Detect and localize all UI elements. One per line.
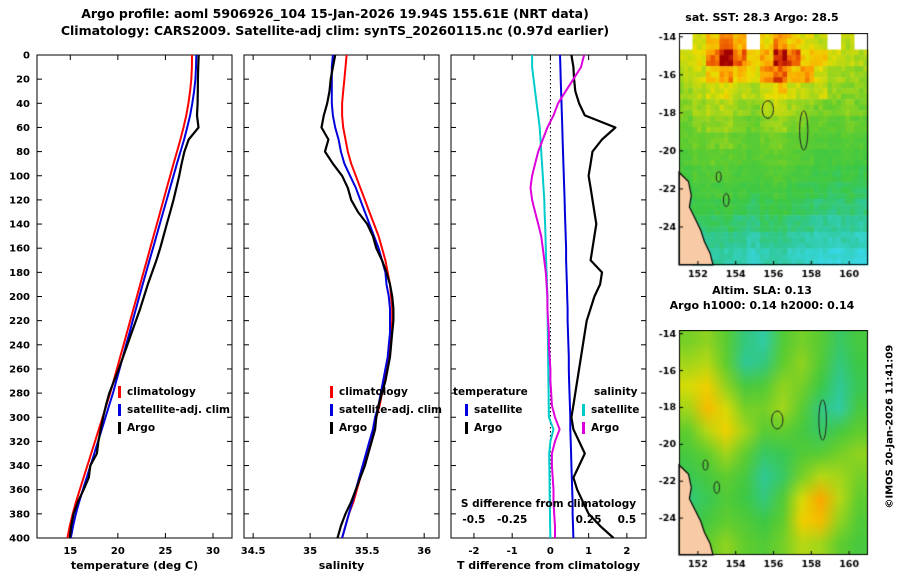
legend-label-argo: Argo xyxy=(339,422,368,434)
legend-row: Argo xyxy=(582,419,639,437)
svg-text:35.5: 35.5 xyxy=(355,546,380,557)
legend-label-satellite: satellite-adj. clim xyxy=(127,404,230,416)
svg-text:260: 260 xyxy=(9,364,30,375)
svg-text:0: 0 xyxy=(547,546,554,557)
sst-map-title: sat. SST: 28.3 Argo: 28.5 xyxy=(685,11,839,24)
legend-header-temperature: temperature xyxy=(453,386,528,398)
svg-text:30: 30 xyxy=(206,546,220,557)
argo-line-marker xyxy=(118,422,121,434)
figure-title: Argo profile: aoml 5906926_104 15-Jan-20… xyxy=(20,5,650,39)
legend-label-argo: Argo xyxy=(474,422,503,434)
svg-text:140: 140 xyxy=(9,220,30,231)
svg-text:160: 160 xyxy=(9,244,30,255)
s-axis-label: -0.5 xyxy=(462,514,486,526)
svg-text:36: 36 xyxy=(417,546,431,557)
satellite-line-marker xyxy=(330,404,333,416)
legend-header-salinity: salinity xyxy=(594,386,638,398)
legend-row: Argo xyxy=(118,419,230,437)
climatology-line-marker xyxy=(330,386,333,398)
sla-map xyxy=(653,330,869,573)
imos-credit: ©IMOS 20-Jan-2026 11:41:09 xyxy=(884,344,896,509)
legend-row: satellite xyxy=(453,401,528,419)
s-difference-note: S difference from climatology xyxy=(460,498,637,510)
svg-text:salinity: salinity xyxy=(319,559,365,572)
svg-text:20: 20 xyxy=(16,75,30,86)
temperature-legend: climatology satellite-adj. clim Argo xyxy=(118,383,230,437)
svg-text:15: 15 xyxy=(63,546,77,557)
svg-text:340: 340 xyxy=(9,461,30,472)
svg-text:200: 200 xyxy=(9,292,30,303)
legend-label-satellite: satellite xyxy=(591,404,640,416)
svg-text:180: 180 xyxy=(9,268,30,279)
legend-label-satellite: satellite xyxy=(474,404,523,416)
svg-text:2: 2 xyxy=(623,546,630,557)
svg-text:300: 300 xyxy=(9,413,30,424)
figure-title-line1: Argo profile: aoml 5906926_104 15-Jan-20… xyxy=(81,6,589,21)
svg-text:40: 40 xyxy=(16,99,30,110)
sla-map-title-line2: Argo h1000: 0.14 h2000: 0.14 xyxy=(669,299,855,312)
s-argo-line-marker xyxy=(582,422,585,434)
legend-row: Argo xyxy=(453,419,528,437)
svg-text:320: 320 xyxy=(9,437,30,448)
legend-label-climatology: climatology xyxy=(127,386,196,398)
svg-text:240: 240 xyxy=(9,340,30,351)
argo-line-marker xyxy=(330,422,333,434)
sst-map xyxy=(653,33,869,283)
s-axis-label: -0.25 xyxy=(497,514,528,526)
difference-legend-salinity: salinity satellite Argo xyxy=(582,383,639,437)
legend-row: satellite-adj. clim xyxy=(330,401,442,419)
svg-text:380: 380 xyxy=(9,509,30,520)
t-argo-line-marker xyxy=(465,422,468,434)
s-axis-label: 0.5 xyxy=(617,514,637,526)
legend-label-argo: Argo xyxy=(127,422,156,434)
svg-text:120: 120 xyxy=(9,195,30,206)
svg-text:1: 1 xyxy=(585,546,592,557)
svg-text:60: 60 xyxy=(16,123,30,134)
satellite-line-marker xyxy=(118,404,121,416)
svg-text:-2: -2 xyxy=(468,546,479,557)
sla-map-title-line1: Altim. SLA: 0.13 xyxy=(712,284,812,297)
svg-text:100: 100 xyxy=(9,171,30,182)
svg-text:35: 35 xyxy=(303,546,317,557)
legend-row: climatology xyxy=(118,383,230,401)
legend-label-climatology: climatology xyxy=(339,386,408,398)
legend-row: climatology xyxy=(330,383,442,401)
legend-row: satellite xyxy=(582,401,639,419)
svg-text:T difference from climatology: T difference from climatology xyxy=(457,559,640,572)
legend-label-argo: Argo xyxy=(591,422,620,434)
svg-text:400: 400 xyxy=(9,534,30,545)
climatology-line-marker xyxy=(118,386,121,398)
difference-legend-temperature: temperature satellite Argo xyxy=(453,383,528,437)
t-satellite-line-marker xyxy=(465,404,468,416)
svg-text:280: 280 xyxy=(9,389,30,400)
svg-text:34.5: 34.5 xyxy=(241,546,266,557)
svg-text:20: 20 xyxy=(111,546,125,557)
svg-text:360: 360 xyxy=(9,485,30,496)
legend-label-satellite: satellite-adj. clim xyxy=(339,404,442,416)
svg-text:temperature (deg C): temperature (deg C) xyxy=(71,559,198,572)
salinity-legend: climatology satellite-adj. clim Argo xyxy=(330,383,442,437)
svg-text:0: 0 xyxy=(23,51,30,62)
figure-title-line2: Climatology: CARS2009. Satellite-adj cli… xyxy=(60,23,610,38)
legend-row: satellite-adj. clim xyxy=(118,401,230,419)
svg-text:-1: -1 xyxy=(507,546,518,557)
svg-text:25: 25 xyxy=(158,546,172,557)
legend-row: Argo xyxy=(330,419,442,437)
s-axis-label: 0.25 xyxy=(575,514,602,526)
svg-text:220: 220 xyxy=(9,316,30,327)
svg-text:80: 80 xyxy=(16,147,30,158)
s-satellite-line-marker xyxy=(582,404,585,416)
